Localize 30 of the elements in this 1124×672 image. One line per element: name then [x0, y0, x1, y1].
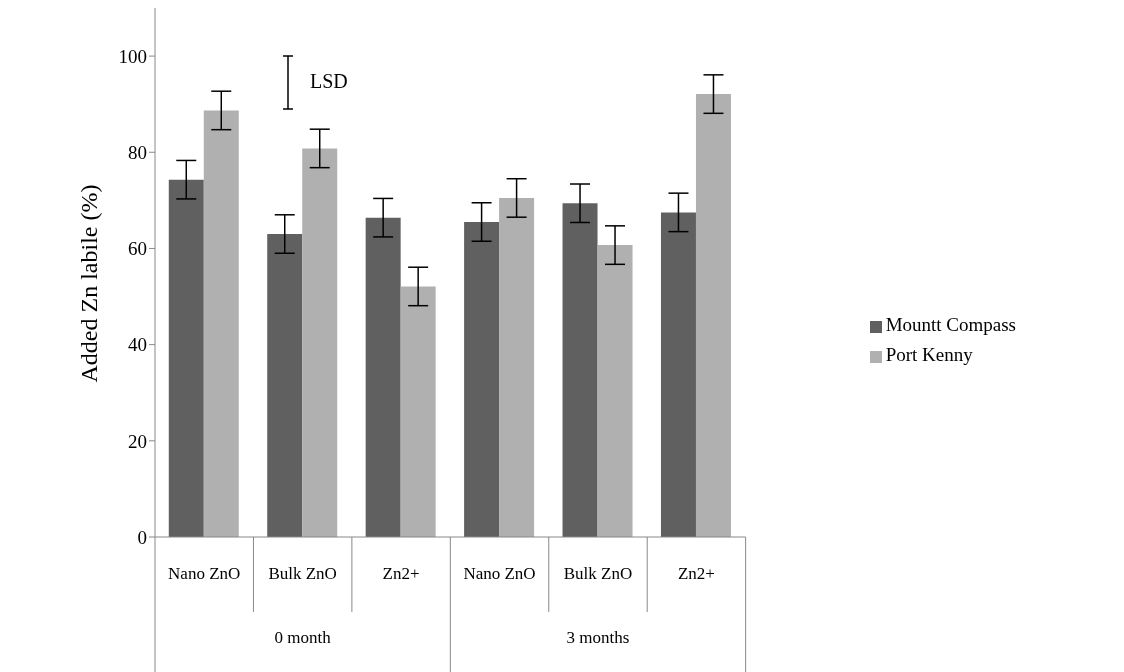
- bar: [365, 217, 401, 537]
- text: 0 month: [274, 628, 332, 647]
- bar: [499, 197, 535, 537]
- annotation: LSD: [310, 70, 348, 92]
- legend-label: Mountt Compass: [885, 314, 1016, 335]
- bar: [695, 94, 731, 537]
- bar: [597, 245, 633, 537]
- y-axis-title: Added Zn labile (%): [75, 184, 102, 383]
- y-tick-label: 20: [128, 430, 147, 452]
- text: 3 months: [566, 628, 630, 647]
- x-tick-label: Nano ZnO: [463, 564, 536, 583]
- bar: [168, 179, 204, 537]
- x-tick-label: Zn2+: [677, 564, 715, 583]
- bar: [562, 203, 598, 537]
- bar: [267, 234, 303, 537]
- y-tick-label: 0: [137, 526, 147, 548]
- y-tick-label: 40: [128, 334, 147, 356]
- bar: [400, 286, 436, 537]
- bar: [203, 110, 239, 537]
- bar: [660, 212, 696, 537]
- x-tick-label: Nano ZnO: [168, 564, 241, 583]
- x-tick-label: Bulk ZnO: [268, 564, 337, 583]
- bar: [302, 148, 338, 537]
- x-tick-label: Zn2+: [382, 564, 420, 583]
- legend-label: Port Kenny: [885, 344, 973, 365]
- y-tick-label: 100: [118, 45, 147, 67]
- bar: [464, 222, 500, 537]
- y-tick-label: 60: [128, 238, 147, 260]
- y-tick-label: 80: [128, 142, 147, 164]
- x-tick-label: Bulk ZnO: [563, 564, 633, 583]
